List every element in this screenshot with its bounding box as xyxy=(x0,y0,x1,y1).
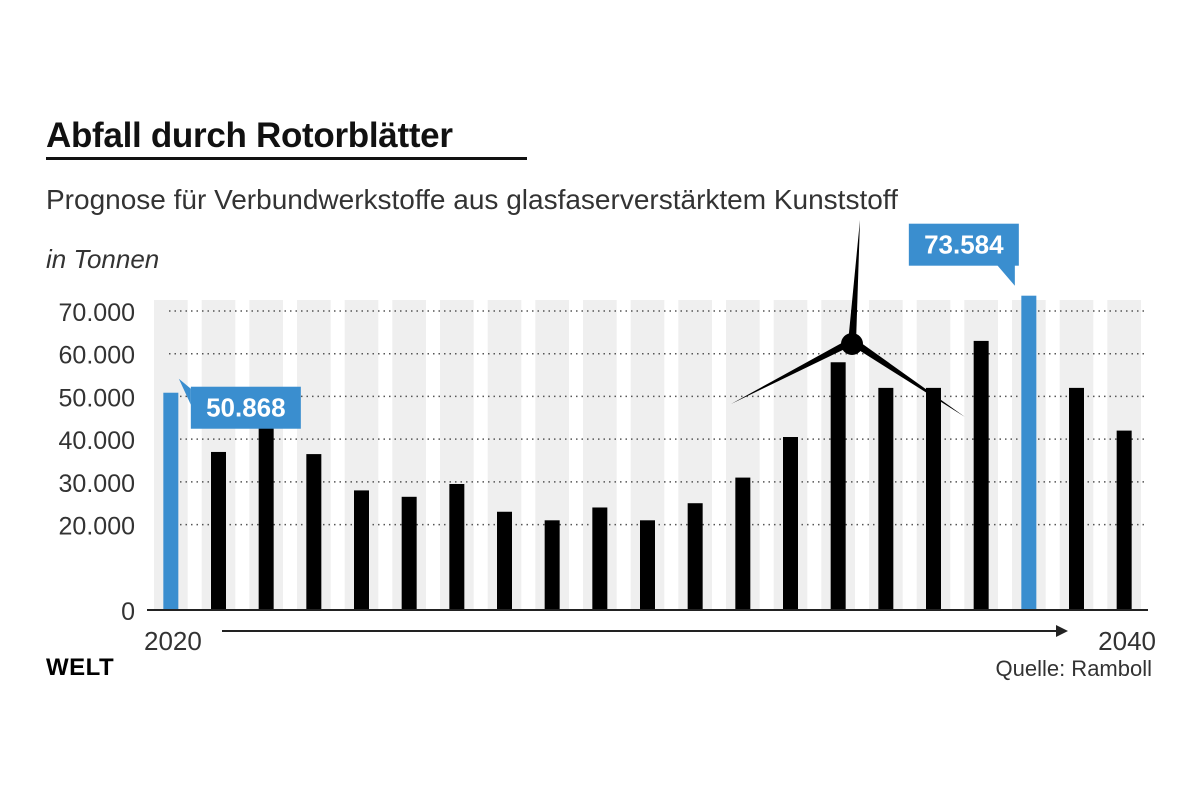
wind-turbine-icon xyxy=(731,220,965,417)
bar-2022 xyxy=(258,424,274,610)
turbine-hub xyxy=(841,333,863,355)
turbine-blade-right xyxy=(854,340,965,417)
bar-2039 xyxy=(1069,387,1084,610)
bar-2023 xyxy=(306,454,322,610)
labels: 50.868 73.584 xyxy=(178,223,1019,429)
bar-2036 xyxy=(926,387,941,610)
turbine-blade-up xyxy=(848,220,860,343)
bar-2033 xyxy=(783,437,798,610)
bar-2024 xyxy=(354,490,369,610)
bar-2025 xyxy=(401,496,417,610)
bar-2030 xyxy=(640,520,655,610)
bar-2038 xyxy=(1021,295,1037,610)
turbine-blade-left xyxy=(731,339,851,404)
callout-pointer xyxy=(996,264,1015,286)
chart-subtitle: Prognose für Verbundwerkstoffe aus glasf… xyxy=(46,184,898,215)
y-tick-label: 60.000 xyxy=(59,342,135,370)
bar-2040 xyxy=(1116,430,1132,610)
bar-2031 xyxy=(687,503,703,610)
time-arrow-head xyxy=(1056,625,1068,637)
data-label: 50.868 xyxy=(206,393,286,423)
x-end-label: 2040 xyxy=(1098,626,1156,656)
callout-box xyxy=(190,386,301,429)
data-label: 73.584 xyxy=(924,230,1004,260)
y-tick-label: 30.000 xyxy=(59,470,135,498)
y-tick-label: 50.000 xyxy=(59,384,135,412)
welt-logo: WELT xyxy=(46,654,115,681)
bar-2034 xyxy=(830,362,846,610)
bar-2027 xyxy=(497,511,512,610)
y-tick-label: 40.000 xyxy=(59,427,135,455)
bar-2037 xyxy=(973,340,989,610)
callout-pointer xyxy=(178,378,191,405)
bars xyxy=(163,295,1132,610)
axes: 0 20.000 30.000 40.000 50.000 60.000 70.000 202… xyxy=(59,299,1156,656)
bar-2028 xyxy=(544,520,560,610)
title-underline xyxy=(46,157,527,160)
y-tick-label: 20.000 xyxy=(59,513,135,541)
source-note: Quelle: Ramboll xyxy=(995,656,1152,681)
bar-2026 xyxy=(449,483,465,610)
x-start-label: 2020 xyxy=(144,626,202,656)
y-tick-label: 70.000 xyxy=(59,299,135,327)
unit-label: in Tonnen xyxy=(46,244,160,274)
bar-2021 xyxy=(211,451,226,610)
bar-2020 xyxy=(163,392,179,610)
y-tick-label: 0 xyxy=(121,598,135,626)
callout-box xyxy=(908,223,1019,266)
bar-2035 xyxy=(878,387,894,610)
bar-2032 xyxy=(735,477,751,610)
bar-2029 xyxy=(592,507,608,610)
chart-title: Abfall durch Rotorblätter xyxy=(46,116,453,155)
